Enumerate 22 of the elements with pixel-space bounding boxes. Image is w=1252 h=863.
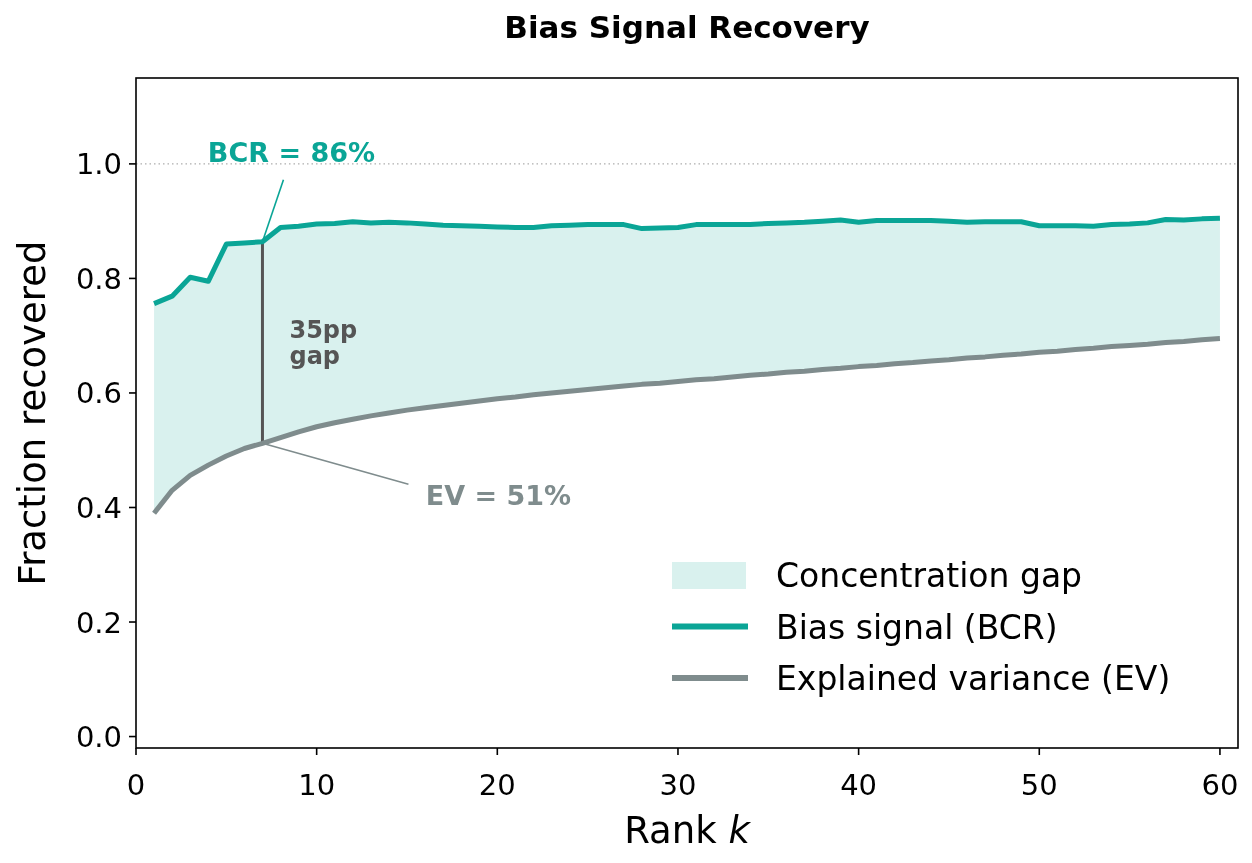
annotation: EV = 51% — [425, 480, 572, 512]
legend-label: Explained variance (EV) — [776, 659, 1171, 698]
x-tick-label: 50 — [1020, 768, 1058, 802]
chart-title: Bias Signal Recovery — [504, 9, 870, 45]
x-tick-label: 40 — [840, 768, 878, 802]
y-tick-label: 0.6 — [75, 376, 122, 411]
annotation: BCR = 86% — [207, 136, 376, 168]
x-axis-title: Rank k — [624, 809, 752, 852]
x-tick-label: 30 — [659, 768, 697, 802]
legend-label: Bias signal (BCR) — [776, 607, 1058, 647]
x-tick-label: 60 — [1201, 768, 1239, 802]
x-tick-label: 0 — [126, 768, 146, 802]
y-tick-label: 0.8 — [75, 261, 122, 296]
x-tick-label: 10 — [298, 768, 336, 802]
y-tick-label: 0.4 — [75, 490, 122, 525]
annotation: 35pp gap — [289, 315, 358, 370]
x-tick-label: 20 — [478, 768, 516, 802]
y-axis-title: Fraction recovered — [11, 240, 54, 586]
y-tick-label: 1.0 — [75, 147, 122, 182]
y-tick-label: 0.0 — [75, 720, 122, 755]
legend-label: Concentration gap — [776, 556, 1083, 595]
y-tick-label: 0.2 — [75, 605, 122, 640]
